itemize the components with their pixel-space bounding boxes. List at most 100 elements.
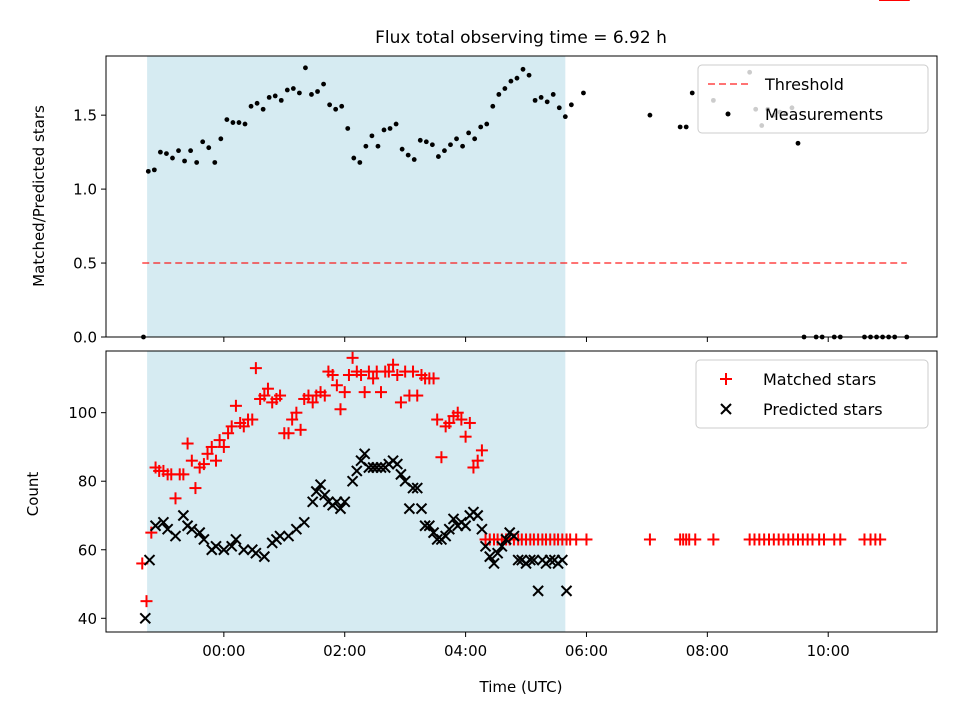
predicted-star-point (459, 520, 472, 532)
measurement-point (429, 142, 435, 148)
top-legend-box (697, 64, 929, 134)
measurement-point (296, 90, 302, 96)
predicted-star-point (443, 523, 455, 535)
measurement-point (520, 66, 526, 72)
measurement-point (454, 136, 459, 142)
predicted-star-point (334, 502, 347, 515)
matched-star-point (355, 368, 368, 381)
measurement-point (218, 136, 224, 142)
top-plot-frame (105, 55, 938, 338)
measurement-point (508, 78, 514, 84)
measurement-point (194, 160, 200, 165)
matched-star-point (334, 403, 347, 416)
matched-star-point (817, 533, 830, 546)
measurement-point (321, 81, 326, 87)
measurement-point (393, 121, 399, 127)
matched-star-point (326, 368, 339, 381)
matched-star-point (443, 416, 456, 429)
measurement-point (290, 86, 296, 91)
top-panel: 0.0 0.5 1.0 1.5 Matched/Predicted stars Thr… (30, 55, 938, 347)
matched-star-point (467, 461, 480, 474)
matched-star-point (290, 406, 303, 419)
matched-star-point (286, 413, 299, 426)
matched-star-point (181, 437, 194, 450)
measurement-point (176, 148, 181, 154)
measurement-point (272, 93, 278, 99)
matched-star-point (451, 406, 464, 419)
predicted-star-point (423, 520, 436, 532)
predicted-star-point (198, 533, 210, 546)
matched-star-point (169, 492, 182, 505)
matched-star-point (189, 482, 202, 495)
matched-star-point (222, 427, 235, 440)
matched-star-point (707, 533, 720, 546)
measurement-point (230, 120, 236, 125)
predicted-star-point (298, 516, 310, 529)
measurement-point (339, 103, 345, 109)
measurement-point (478, 124, 484, 130)
measurement-point (260, 106, 266, 112)
x-tick-label: 08:00 (686, 642, 729, 660)
measurement-point (526, 72, 532, 78)
measurement-point (333, 106, 339, 112)
measurement-point (278, 97, 284, 103)
measurement-point (436, 154, 441, 159)
matched-star-point (213, 434, 226, 447)
matched-stars-series (136, 0, 910, 608)
measurement-point (417, 137, 423, 143)
measurement-point (206, 145, 212, 151)
threshold-legend-label: Threshold (764, 75, 844, 94)
predicted-star-point (419, 520, 431, 532)
predicted-star-point (238, 544, 250, 556)
predicted-star-point (403, 502, 416, 515)
predicted-star-point (431, 533, 443, 546)
predicted-star-point (476, 523, 488, 535)
predicted-star-point (560, 585, 573, 597)
matched-star-point (374, 386, 387, 399)
measurement-point (556, 105, 562, 111)
matched-star-point (225, 420, 238, 433)
measurement-point (170, 155, 175, 161)
bottom-panel: 40 60 80 100 00:00 02:00 04:00 06:00 08:00 10:00… (24, 0, 938, 696)
predicted-star-point (310, 485, 323, 498)
matched-star-point (282, 427, 295, 440)
matched-star-point (342, 368, 355, 381)
matched-star-point (689, 533, 702, 546)
measurement-point (309, 92, 314, 97)
measurement-point (145, 168, 151, 174)
matched-star-point (382, 365, 395, 378)
x-tick-label: 04:00 (444, 642, 487, 660)
predicted-star-point (351, 465, 363, 477)
matched-star-point (358, 386, 371, 399)
matched-star-point (197, 458, 210, 471)
measurement-point (647, 112, 653, 118)
predicted-star-point (532, 585, 544, 597)
predicted-star-point (169, 530, 182, 542)
predicted-star-point (528, 554, 540, 566)
predicted-star-point (496, 540, 508, 553)
predicted-star-point (407, 482, 419, 494)
measurement-point (532, 97, 538, 103)
measurement-point (327, 102, 333, 108)
matched-star-point (367, 372, 380, 385)
measurement-point (357, 160, 363, 165)
measurement-point (381, 127, 387, 133)
matched-star-point (459, 430, 472, 443)
measurement-point (164, 151, 169, 157)
matched-star-point (249, 362, 262, 375)
measurements-legend-swatch (725, 111, 731, 117)
chart-title: Flux total observing time = 6.92 h (375, 28, 667, 48)
measurement-point (550, 92, 556, 97)
predicted-star-point (484, 550, 496, 563)
measurement-point (562, 114, 568, 120)
top-y-axis-label: Matched/Predicted stars (30, 105, 48, 287)
top-x-axis-ticks (223, 337, 829, 342)
matched-star-point (431, 413, 444, 426)
matched-star-point (411, 389, 424, 402)
bottom-legend-box (695, 359, 929, 429)
matched-star-point (261, 382, 274, 395)
matched-star-point (391, 368, 404, 381)
predicted-star-point (210, 540, 222, 553)
matched-star-point (874, 533, 887, 546)
measurement-point (188, 148, 194, 154)
